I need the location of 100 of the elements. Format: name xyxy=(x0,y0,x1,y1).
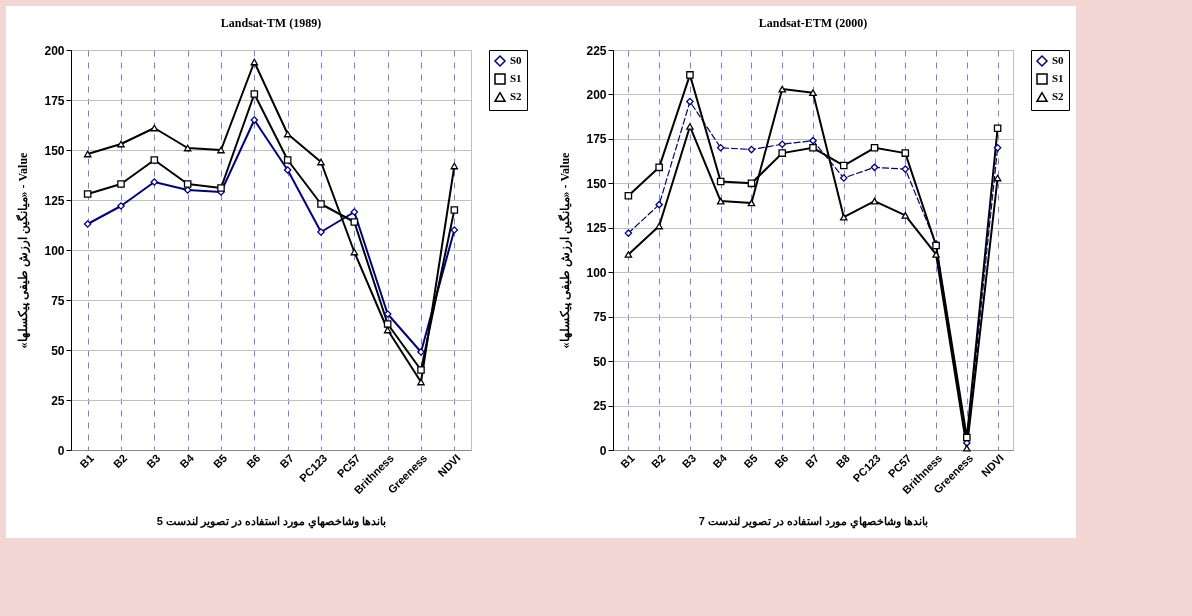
point xyxy=(350,218,359,226)
point xyxy=(870,197,879,205)
y-tick-label: 150 xyxy=(586,176,607,191)
point xyxy=(747,199,756,207)
point xyxy=(993,143,1002,152)
point xyxy=(839,161,848,170)
point xyxy=(383,320,392,328)
y-tick-label: 125 xyxy=(44,193,65,208)
y-tick-label: 175 xyxy=(44,93,65,108)
point xyxy=(901,165,910,173)
y-tick-label: 225 xyxy=(586,43,607,58)
y-tick-label: 75 xyxy=(51,293,65,308)
y-tick-label: 0 xyxy=(57,443,65,458)
point xyxy=(716,177,725,186)
y-tick-label: 200 xyxy=(586,87,607,102)
legend-label: S2 xyxy=(510,90,523,102)
y-tick-label: 100 xyxy=(44,243,65,258)
point xyxy=(83,220,92,228)
point xyxy=(809,89,817,97)
point xyxy=(686,71,694,79)
x-tick-label: B4 xyxy=(710,451,730,471)
legend-label: S1 xyxy=(510,72,522,84)
point xyxy=(250,58,259,66)
legend-label: S0 xyxy=(1052,54,1065,66)
point xyxy=(624,191,633,200)
point xyxy=(716,197,725,205)
point xyxy=(686,123,694,130)
x-tick-label: B5 xyxy=(741,451,760,471)
point xyxy=(117,140,125,148)
y-tick-label: 150 xyxy=(44,143,65,158)
point xyxy=(183,180,192,188)
point xyxy=(150,178,159,186)
point xyxy=(383,326,392,334)
x-tick-label: B2 xyxy=(649,451,668,471)
chart-title: Landsat-TM (1989) xyxy=(220,16,322,30)
point xyxy=(747,145,756,154)
y-tick-label: 0 xyxy=(599,443,607,458)
point xyxy=(901,211,910,219)
point xyxy=(317,228,325,236)
point xyxy=(417,378,425,386)
point xyxy=(901,149,910,157)
point xyxy=(250,90,259,98)
point xyxy=(317,158,325,166)
point xyxy=(655,200,663,209)
x-axis-title: باندها وشاخصهاي مورد استفاده در تصوير لندست 7 xyxy=(698,515,929,530)
x-tick-label: B6 xyxy=(244,451,263,471)
point xyxy=(117,180,125,188)
point xyxy=(993,124,1002,133)
point xyxy=(83,150,92,158)
point xyxy=(993,174,1002,182)
point xyxy=(450,206,459,214)
x-tick-label: B1 xyxy=(618,451,637,471)
point xyxy=(183,144,192,152)
point xyxy=(778,140,787,149)
legend-label: S2 xyxy=(1052,90,1065,102)
x-tick-label: B3 xyxy=(679,451,699,471)
x-tick-label: B2 xyxy=(110,451,130,471)
x-tick-label: B1 xyxy=(77,451,96,471)
x-tick-label: B8 xyxy=(833,451,853,471)
point xyxy=(317,200,325,208)
y-axis-title: «میانگین ارزش طیفی پیکسلها» - Value xyxy=(15,151,32,349)
point xyxy=(655,163,663,172)
y-tick-label: 75 xyxy=(593,310,607,325)
y-tick-label: 175 xyxy=(586,132,607,147)
y-tick-label: 200 xyxy=(44,43,65,58)
point xyxy=(450,226,459,234)
point xyxy=(809,143,817,152)
point xyxy=(809,136,817,145)
chart-title: Landsat-ETM (2000) xyxy=(758,16,868,30)
x-tick-label: B7 xyxy=(277,451,296,471)
x-tick-label: B7 xyxy=(802,451,822,471)
y-tick-label: 50 xyxy=(593,354,607,369)
point xyxy=(932,251,940,258)
point xyxy=(839,213,848,221)
point xyxy=(870,163,879,172)
point xyxy=(383,310,392,318)
x-tick-label: B5 xyxy=(210,451,230,471)
point xyxy=(963,433,971,442)
y-tick-label: 25 xyxy=(51,393,65,408)
point xyxy=(83,190,92,198)
point xyxy=(150,156,159,164)
point xyxy=(350,248,359,256)
y-tick-label: 25 xyxy=(593,399,607,414)
y-axis-title: «میانگین ارزش طیفی پیکسلها» - Value xyxy=(557,151,574,349)
point xyxy=(778,85,787,93)
point xyxy=(624,229,633,237)
point xyxy=(624,251,633,258)
point xyxy=(655,222,663,230)
point xyxy=(686,97,694,106)
point xyxy=(963,444,971,452)
point xyxy=(150,124,159,132)
point xyxy=(870,143,879,152)
y-tick-label: 100 xyxy=(586,265,607,280)
point xyxy=(417,366,425,374)
point xyxy=(117,202,125,210)
y-tick-label: 125 xyxy=(586,221,607,236)
point xyxy=(250,116,259,124)
point xyxy=(217,146,225,154)
legend-label: S0 xyxy=(510,54,523,66)
point xyxy=(450,162,459,170)
